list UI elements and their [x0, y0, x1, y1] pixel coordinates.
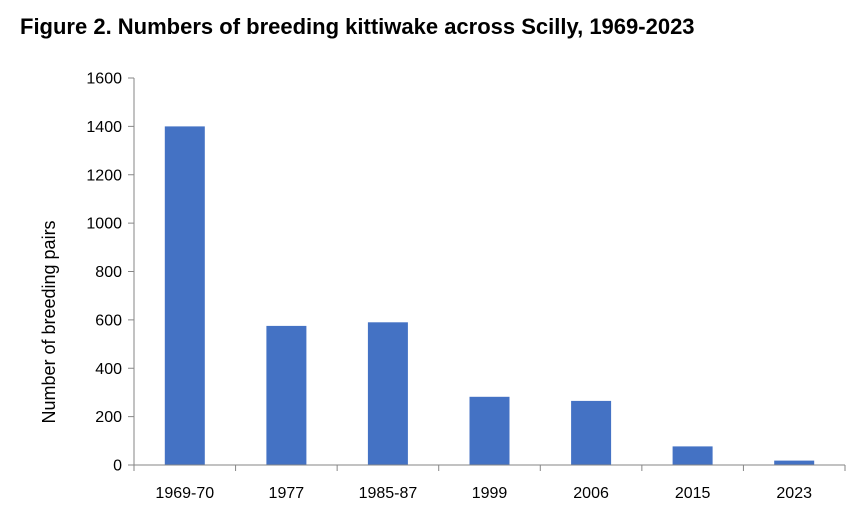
y-tick-label: 1000	[86, 216, 122, 233]
x-tick-label: 2023	[776, 485, 812, 502]
axes-group	[128, 77, 846, 471]
x-tick-label: 1985-87	[359, 485, 418, 502]
y-tick-label: 0	[113, 458, 122, 475]
bar-1969-70	[164, 126, 205, 466]
y-tick-label: 600	[95, 312, 122, 329]
y-tick-label: 800	[95, 264, 122, 281]
y-tick-label: 1200	[86, 167, 122, 184]
x-tick-label: 2015	[675, 485, 711, 502]
chart-title: Figure 2. Numbers of breeding kittiwake …	[20, 14, 695, 39]
bar-2023	[774, 460, 815, 465]
bar-1999	[469, 396, 510, 465]
x-tick-labels: 1969-70 1977 1985-87 1999 2006 2015 2023	[155, 485, 812, 502]
x-tick-label: 1969-70	[155, 485, 214, 502]
bars-group	[164, 126, 815, 466]
y-tick-labels: 0 200 400 600 800 1000 1200 1400 1600	[86, 71, 122, 475]
bar-2015	[672, 446, 713, 465]
bar-2006	[571, 400, 612, 465]
x-tick-label: 2006	[573, 485, 609, 502]
bar-1985-87	[367, 322, 408, 465]
x-tick-label: 1999	[472, 485, 508, 502]
y-tick-label: 400	[95, 361, 122, 378]
y-tick-label: 200	[95, 409, 122, 426]
x-tick-label: 1977	[269, 485, 305, 502]
y-tick-label: 1600	[86, 71, 122, 88]
y-axis-label: Number of breeding pairs	[39, 220, 59, 423]
y-tick-label: 1400	[86, 119, 122, 136]
bar-1977	[266, 325, 307, 465]
